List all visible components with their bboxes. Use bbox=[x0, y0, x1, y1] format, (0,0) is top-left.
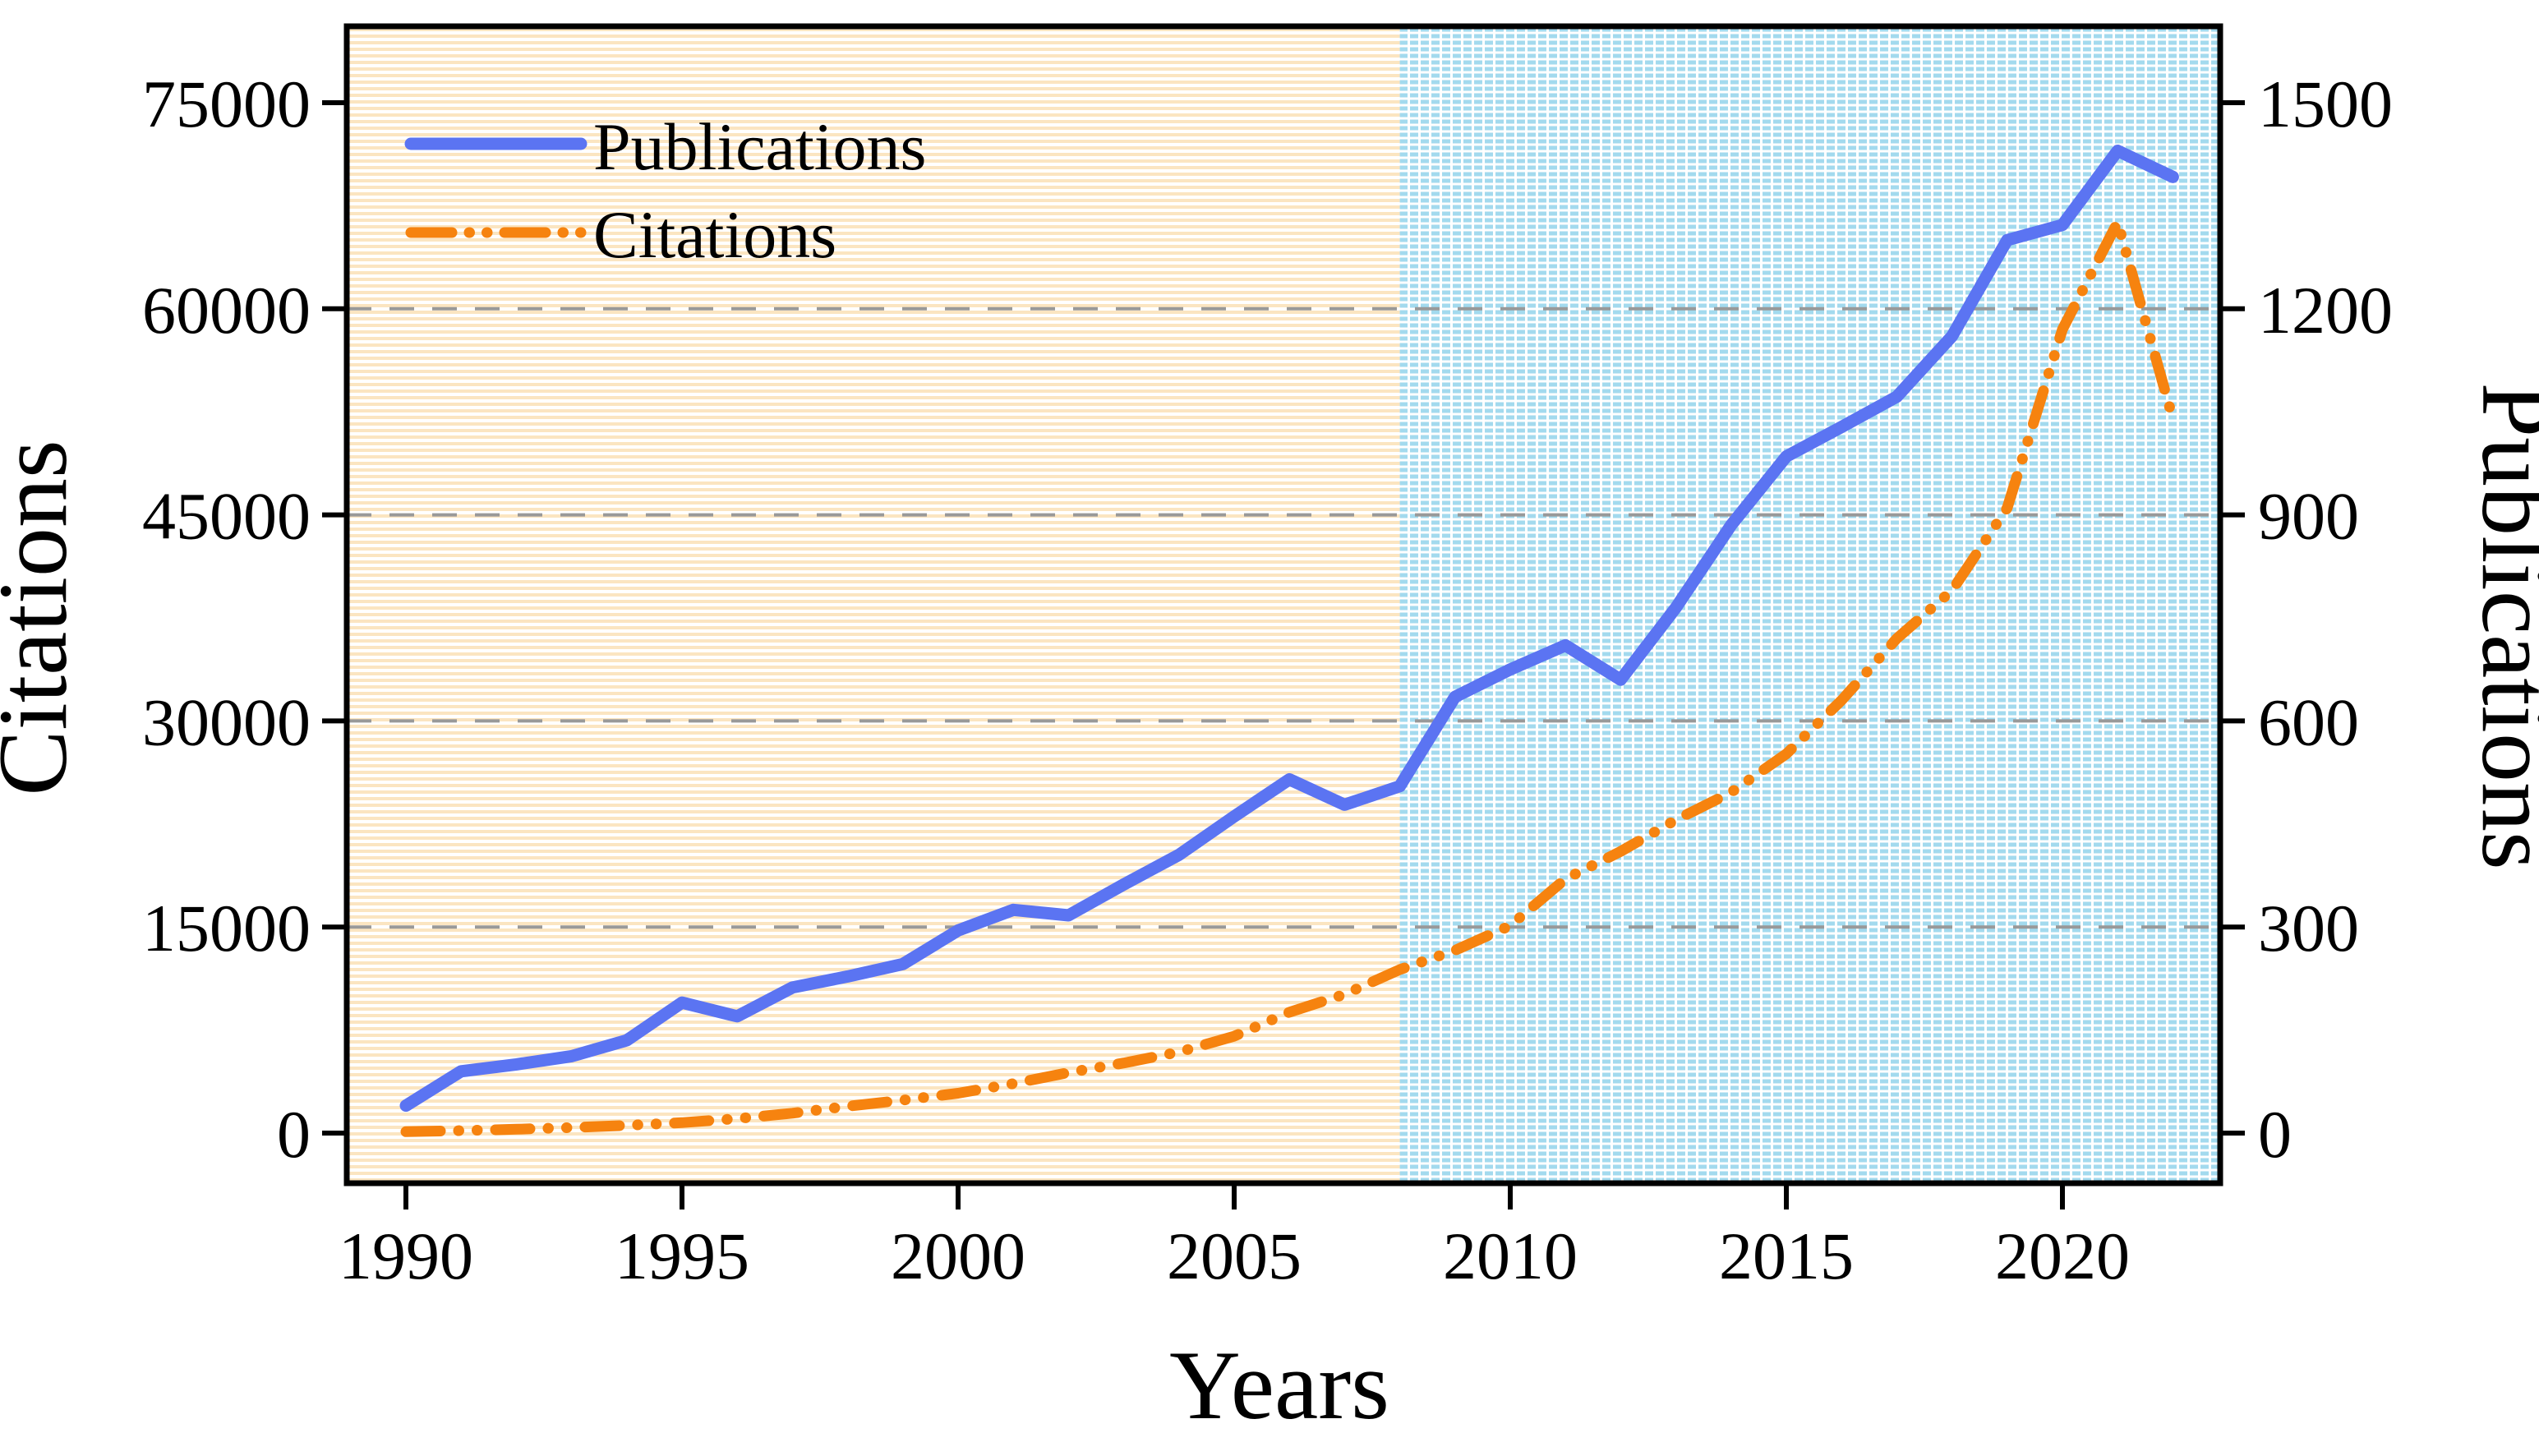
background-region-early bbox=[347, 26, 1400, 1183]
background-region-late bbox=[1399, 26, 2220, 1183]
series-lines bbox=[399, 145, 2179, 1137]
left-tick-label: 60000 bbox=[142, 273, 311, 348]
x-tick-label: 2015 bbox=[1719, 1219, 1854, 1293]
right-tick-label: 600 bbox=[2258, 684, 2359, 759]
x-tick-label: 2000 bbox=[891, 1219, 1025, 1293]
gridlines bbox=[347, 306, 2220, 929]
right-tick-label: 300 bbox=[2258, 891, 2359, 965]
series-line-citations bbox=[400, 217, 2178, 1137]
left-tick-label: 45000 bbox=[142, 479, 311, 554]
x-tick-label: 1990 bbox=[339, 1219, 473, 1293]
axis-tick-labels: 0 15000 30000 45000 60000 75000 0 300 600 900 1200… bbox=[142, 67, 2393, 1293]
x-tick-label: 1995 bbox=[615, 1219, 749, 1293]
x-tick-label: 2005 bbox=[1167, 1219, 1302, 1293]
right-tick-label: 900 bbox=[2258, 479, 2359, 554]
left-tick-label: 30000 bbox=[142, 684, 311, 759]
right-axis-title: Publications bbox=[2462, 382, 2539, 869]
plot-background-regions bbox=[347, 26, 2220, 1183]
series-line-publications bbox=[399, 145, 2179, 1113]
x-axis-title: Years bbox=[1169, 1330, 1389, 1440]
left-tick-label: 75000 bbox=[142, 67, 311, 141]
axis-ticks bbox=[322, 100, 2245, 1209]
legend-label-citations: Citations bbox=[593, 197, 836, 272]
x-tick-label: 2020 bbox=[1995, 1219, 2130, 1293]
left-axis-title: Citations bbox=[0, 440, 87, 795]
legend: Publications Citations bbox=[404, 109, 926, 272]
right-tick-label: 0 bbox=[2258, 1097, 2292, 1172]
right-tick-label: 1200 bbox=[2258, 273, 2393, 348]
x-tick-label: 2010 bbox=[1443, 1219, 1578, 1293]
right-tick-label: 1500 bbox=[2258, 67, 2393, 141]
plot-frame bbox=[343, 23, 2223, 1186]
legend-label-publications: Publications bbox=[593, 109, 926, 184]
left-tick-label: 0 bbox=[277, 1097, 311, 1172]
left-tick-label: 15000 bbox=[142, 891, 311, 965]
